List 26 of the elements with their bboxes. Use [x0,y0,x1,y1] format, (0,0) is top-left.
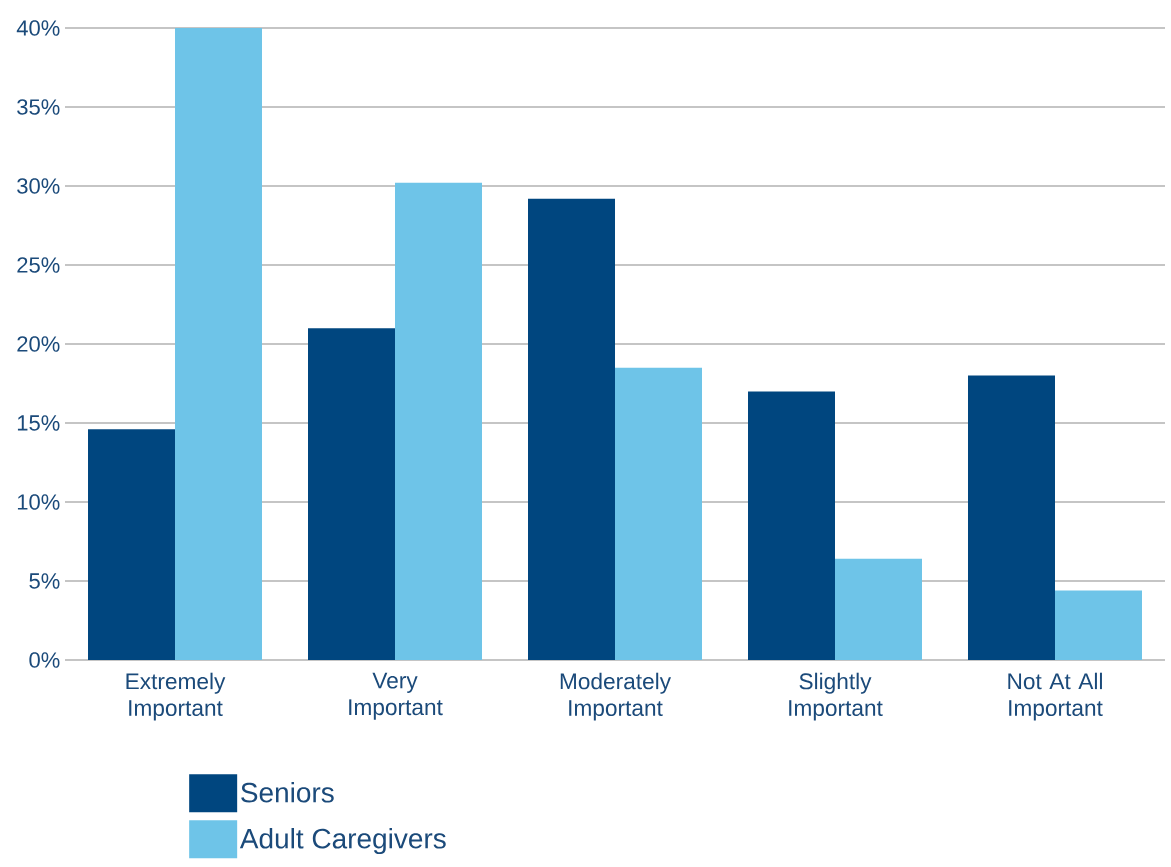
bar [615,367,703,660]
y-tick-label: 40% [16,20,60,36]
bar [308,328,395,660]
x-tick-label: Slightly Important [789,672,883,721]
x-tick-label: Not At All Important [1008,672,1103,721]
bar [175,27,263,660]
x-tick-label: Very Important [349,672,443,720]
bar [88,429,176,660]
y-tick-label: 10% [17,494,60,510]
bar [395,182,482,660]
bar [528,198,615,660]
y-tick-label: 5% [29,573,60,589]
y-tick-label: 25% [17,257,60,273]
y-tick-label: 0% [29,652,60,668]
bar [835,558,922,660]
legend-label: Adult Caregivers [239,828,446,855]
y-tick-label: 35% [17,99,60,115]
y-tick-label: 30% [17,178,60,194]
bar [1055,590,1142,660]
bar [968,375,1055,660]
x-tick-label: Extremely Important [126,672,226,721]
legend-label: Seniors [241,782,334,803]
bar [748,391,835,660]
x-tick-label: Moderately Important [560,672,672,721]
y-tick-label: 20% [17,336,60,352]
y-tick-label: 15% [17,415,60,431]
